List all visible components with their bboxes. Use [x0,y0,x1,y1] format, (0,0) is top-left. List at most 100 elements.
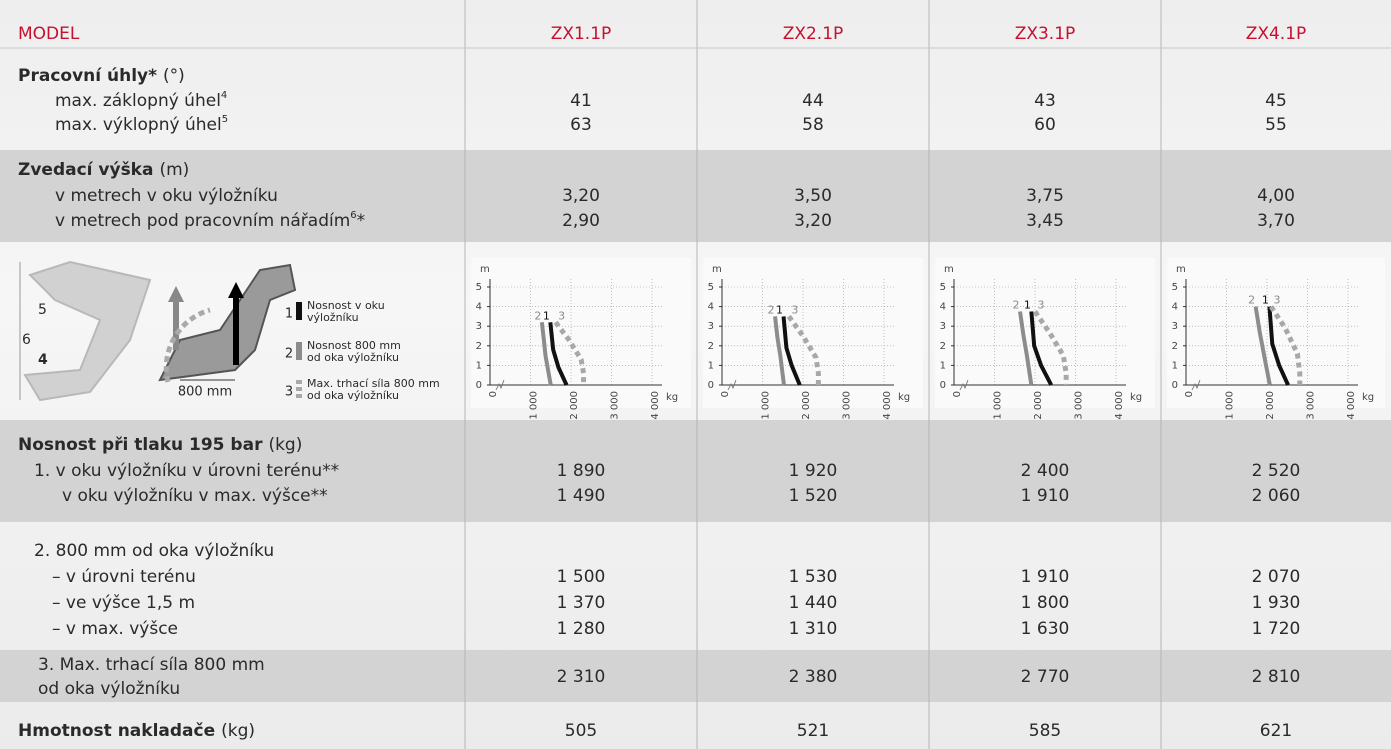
y-tick-label: 0 [708,380,714,391]
x-axis-label: kg [1362,392,1374,403]
y-tick-label: 1 [708,360,714,371]
model-name: ZX3.1P [1015,24,1076,44]
y-tick-label: 5 [940,282,946,293]
cell-value: 1 920 [789,461,838,481]
cell-value: 44 [802,91,824,111]
section-title: Zvedací výška (m) [18,160,189,180]
cell-value: 2 520 [1252,461,1301,481]
row-label: 2. 800 mm od oka výložníku [34,541,274,561]
row-label-text: – ve výšce 1,5 m [52,593,195,613]
row-label: – ve výšce 1,5 m [52,593,195,613]
row-label: v metrech pod pracovním nářadím6* [55,210,365,231]
cell-value: 1 490 [557,486,606,506]
y-tick-label: 4 [940,302,946,313]
superscript: 4 [221,90,227,101]
row-label: max. výklopný úhel5 [55,114,228,135]
curve-label: 2 [768,303,775,316]
y-tick-label: 1 [476,360,482,371]
cell-value: 3,20 [562,186,600,206]
legend-text: od oka výložníku [307,389,399,402]
x-tick-label: 2 000 [569,391,580,420]
cell-value: 3,75 [1026,186,1064,206]
cell-value: 43 [1034,91,1056,111]
x-tick-label: 2 000 [1033,391,1044,420]
row-label: – v úrovni terénu [52,567,196,587]
cell-value: 1 280 [557,619,606,639]
legend-number: 1 [285,307,293,322]
cell-value: 2 400 [1021,461,1070,481]
x-tick-label: 1 000 [1225,391,1236,420]
cell-value: 3,70 [1257,211,1295,231]
cell-value: 1 800 [1021,593,1070,613]
cell-value: 3,50 [794,186,832,206]
x-tick-label: 1 000 [993,391,1004,420]
x-axis-label: kg [1130,392,1142,403]
y-axis-label: m [1176,264,1186,275]
y-tick-label: 3 [476,321,482,332]
y-tick-label: 4 [1172,302,1178,313]
row-label-text: 1. v oku výložníku v úrovni terénu** [34,461,339,481]
cell-value: 2 810 [1252,667,1301,687]
cell-value: 585 [1029,721,1061,741]
y-tick-label: 2 [940,341,946,352]
x-axis-label: kg [666,392,678,403]
y-tick-label: 5 [708,282,714,293]
cell-value: 1 890 [557,461,606,481]
y-tick-label: 1 [940,360,946,371]
y-tick-label: 2 [1172,341,1178,352]
x-tick-label: 0 [1184,391,1195,397]
row-label-text: – v úrovni terénu [52,567,196,587]
x-tick-label: 1 000 [529,391,540,420]
y-axis-label: m [480,264,490,275]
row-label-text: – v max. výšce [52,619,178,639]
cell-value: 1 630 [1021,619,1070,639]
cell-value: 1 910 [1021,486,1070,506]
curve-label: 2 [1248,294,1255,307]
cell-value: 63 [570,115,592,135]
section-unit: (kg) [221,721,255,741]
cell-value: 1 720 [1252,619,1301,639]
x-tick-label: 0 [720,391,731,397]
row-label-text: v metrech v oku výložníku [55,186,278,206]
section-title-bold: Nosnost při tlaku 195 bar [18,435,263,455]
legend-text: od oka výložníku [307,351,399,364]
cell-value: 2 060 [1252,486,1301,506]
cell-value: 2 770 [1021,667,1070,687]
cell-value: 1 500 [557,567,606,587]
row-label-text: max. výklopný úhel [55,115,222,135]
section-unit: (m) [159,160,189,180]
row-label: max. záklopný úhel4 [55,90,227,111]
x-tick-label: 4 000 [882,391,893,420]
cell-value: 60 [1034,115,1056,135]
y-tick-label: 3 [708,321,714,332]
cell-value: 1 530 [789,567,838,587]
illustration-label: 800 mm [178,385,232,400]
cell-value: 58 [802,115,824,135]
cell-value: 521 [797,721,829,741]
x-tick-label: 3 000 [842,391,853,420]
section-title: Pracovní úhly*(°) [18,66,185,86]
section-title-bold: Hmotnost nakladače [18,721,215,741]
cell-value: 41 [570,91,592,111]
curve-label: 3 [1274,294,1281,307]
cell-value: 621 [1260,721,1292,741]
legend-number: 3 [285,385,293,400]
cell-value: 3,45 [1026,211,1064,231]
row-label-text: v metrech pod pracovním nářadím [55,211,350,231]
cell-value: 2,90 [562,211,600,231]
curve-label: 1 [1262,294,1269,307]
y-axis-label: m [944,264,954,275]
cell-value: 1 440 [789,593,838,613]
curve-label: 2 [1013,299,1020,312]
label-suffix: * [357,211,366,231]
x-tick-label: 0 [488,391,499,397]
y-tick-label: 4 [476,302,482,313]
illustration-label: 4 [38,352,48,368]
row-label: v metrech v oku výložníku [55,186,278,206]
row-label: 3. Max. trhací síla 800 mm [38,655,265,675]
x-tick-label: 2 000 [1265,391,1276,420]
section-title-bold: Zvedací výška [18,160,153,180]
curve-label: 3 [558,309,565,322]
cell-value: 1 370 [557,593,606,613]
y-tick-label: 5 [1172,282,1178,293]
